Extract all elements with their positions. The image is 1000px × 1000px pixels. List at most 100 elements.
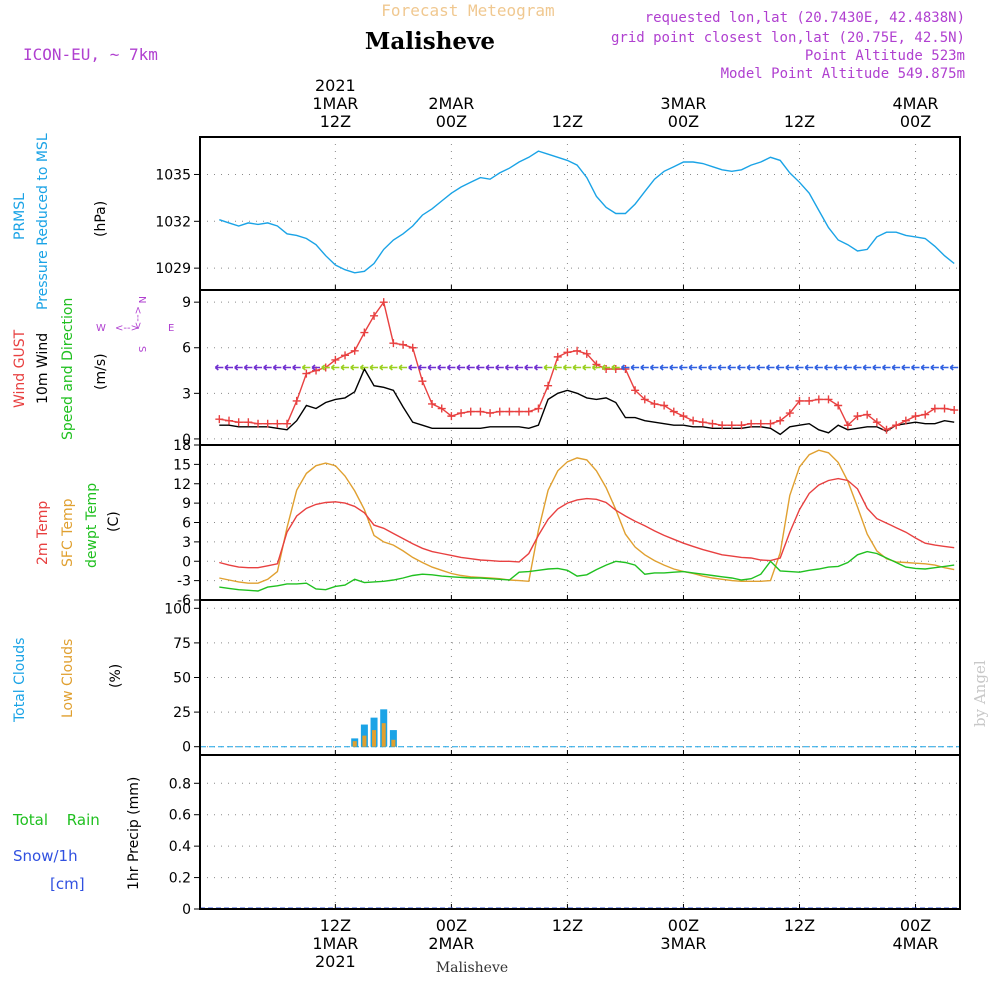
credit-watermark: by Angel xyxy=(971,660,989,727)
wind-gust-point xyxy=(650,399,659,408)
cloud-unit: (%) xyxy=(108,664,124,688)
wind-direction-arrow xyxy=(872,364,881,371)
panel-frame xyxy=(199,444,961,601)
wind-gust-point xyxy=(486,409,495,418)
compass-rose: W <--> E N <--> S xyxy=(96,296,174,352)
top-time-label: 3MAR xyxy=(660,94,706,113)
wind-direction-arrow xyxy=(940,364,949,371)
top-time-label: 00Z xyxy=(436,112,467,131)
supertitle: Forecast Meteogram xyxy=(381,1,554,20)
wind-unit: (m/s) xyxy=(93,353,109,390)
wind-gust-point xyxy=(582,349,591,358)
wind-direction-arrow xyxy=(736,364,746,371)
wind-gust-point xyxy=(457,409,466,418)
wind-direction-arrow xyxy=(456,364,466,371)
wind-gust-point xyxy=(795,396,804,405)
wind-gust-point xyxy=(534,404,543,413)
wind-direction-arrow xyxy=(785,364,794,371)
wind-label-gust: Wind GUST xyxy=(12,329,28,408)
bottom-time-label: 00Z xyxy=(900,916,931,935)
wind-speed-series xyxy=(219,367,955,436)
wind-direction-arrow xyxy=(311,364,321,371)
wind-gust-point xyxy=(428,399,437,408)
wind-gust-point xyxy=(921,410,930,419)
pressure-labels: PRMSL Pressure Reduced to MSL (hPa) xyxy=(12,133,109,310)
wind-direction-arrow xyxy=(775,364,785,371)
precip-ytick-label: 0.4 xyxy=(169,839,191,855)
top-time-label: 12Z xyxy=(320,112,351,131)
wind-gust-point xyxy=(631,386,640,395)
wind-direction-arrow xyxy=(504,364,514,371)
wind-direction-arrow xyxy=(930,364,939,371)
wind-direction-arrow xyxy=(514,364,524,371)
wind-gust-point xyxy=(225,416,234,425)
wind-direction-arrow xyxy=(707,364,717,371)
wind-direction-arrow xyxy=(253,364,263,371)
cloud-ytick-label: 0 xyxy=(182,740,191,756)
wind-gust-point xyxy=(331,355,340,364)
wind-gust-point xyxy=(785,409,794,418)
wind-direction-arrow xyxy=(379,364,388,371)
wind-gust-point xyxy=(350,346,359,355)
wind-direction-arrow xyxy=(321,364,330,371)
compass-e: E xyxy=(168,323,174,334)
wind-gust-point xyxy=(727,421,736,430)
wind-gust-point xyxy=(563,348,572,357)
wind-direction-arrow xyxy=(292,364,301,371)
wind-direction-arrow xyxy=(553,364,562,371)
precip-label-snow: Snow/1h xyxy=(13,847,78,865)
wind-ytick-label: 6 xyxy=(182,341,191,357)
pressure-panel: 1029 1032 1035 xyxy=(155,136,961,291)
wind-direction-arrow xyxy=(688,364,698,371)
precip-ytick-label: 0.6 xyxy=(169,808,191,824)
wind-gust-point xyxy=(689,416,698,425)
bottom-time-label: 2021 xyxy=(315,952,356,971)
wind-gust-point xyxy=(379,298,388,307)
wind-direction-arrow xyxy=(862,364,872,371)
wind-direction-arrow xyxy=(243,364,253,371)
wind-direction-arrow xyxy=(582,364,591,371)
requested-lonlat: requested lon,lat (20.7430E, 42.4838N) xyxy=(645,10,965,26)
wind-gust-point xyxy=(466,407,475,416)
wind-gust-point xyxy=(495,407,504,416)
temperature-panel: -6 -3 0 3 6 9 12 15 18 xyxy=(173,438,961,609)
wind-direction-arrow xyxy=(649,364,659,371)
wind-direction-arrow xyxy=(814,364,823,371)
temp-ytick-label: -3 xyxy=(177,574,191,590)
temp-label-dewpt: dewpt Temp xyxy=(84,483,100,568)
wind-direction-arrow xyxy=(330,364,340,371)
wind-direction-arrow xyxy=(234,364,243,371)
temp-sfc-series xyxy=(219,449,955,584)
wind-gust-point xyxy=(399,340,408,349)
wind-direction-arrow xyxy=(524,364,533,371)
wind-gust-point xyxy=(640,395,649,404)
wind-direction-arrow xyxy=(717,364,727,371)
precip-label-cm: [cm] xyxy=(50,875,85,893)
bottom-time-label: 12Z xyxy=(552,916,583,935)
wind-direction-arrow xyxy=(369,364,379,371)
wind-gust-point xyxy=(524,407,533,416)
precip-ytick-label: 0.8 xyxy=(169,776,191,792)
compass-s: S xyxy=(136,346,147,352)
wind-labels: Wind GUST 10m Wind Speed and Direction (… xyxy=(12,296,174,440)
temp-ytick-label: 3 xyxy=(182,535,191,551)
wind-gust-point xyxy=(437,404,446,413)
precip-panel: 0 0.2 0.4 0.6 0.8 xyxy=(169,754,961,918)
temp-ytick-label: 6 xyxy=(182,516,191,532)
wind-gust-point xyxy=(669,407,678,416)
temp-2m-series xyxy=(219,477,955,569)
wind-direction-arrow xyxy=(795,364,804,371)
wind-direction-arrow xyxy=(543,364,553,371)
wind-gust-point xyxy=(360,328,369,337)
model-name: ICON-EU, ~ 7km xyxy=(23,45,158,64)
cloud-ytick-label: 25 xyxy=(173,705,191,721)
precip-labels: Total Rain Snow/1h [cm] 1hr Precip (mm) xyxy=(12,777,142,893)
temp-dewpt-series xyxy=(219,550,955,592)
wind-direction-arrow xyxy=(920,364,930,371)
wind-direction-arrow xyxy=(882,364,891,371)
wind-direction-arrow xyxy=(620,364,630,371)
top-time-label: 2MAR xyxy=(428,94,474,113)
grid-point-lonlat: grid point closest lon,lat (20.75E, 42.5… xyxy=(611,30,965,46)
